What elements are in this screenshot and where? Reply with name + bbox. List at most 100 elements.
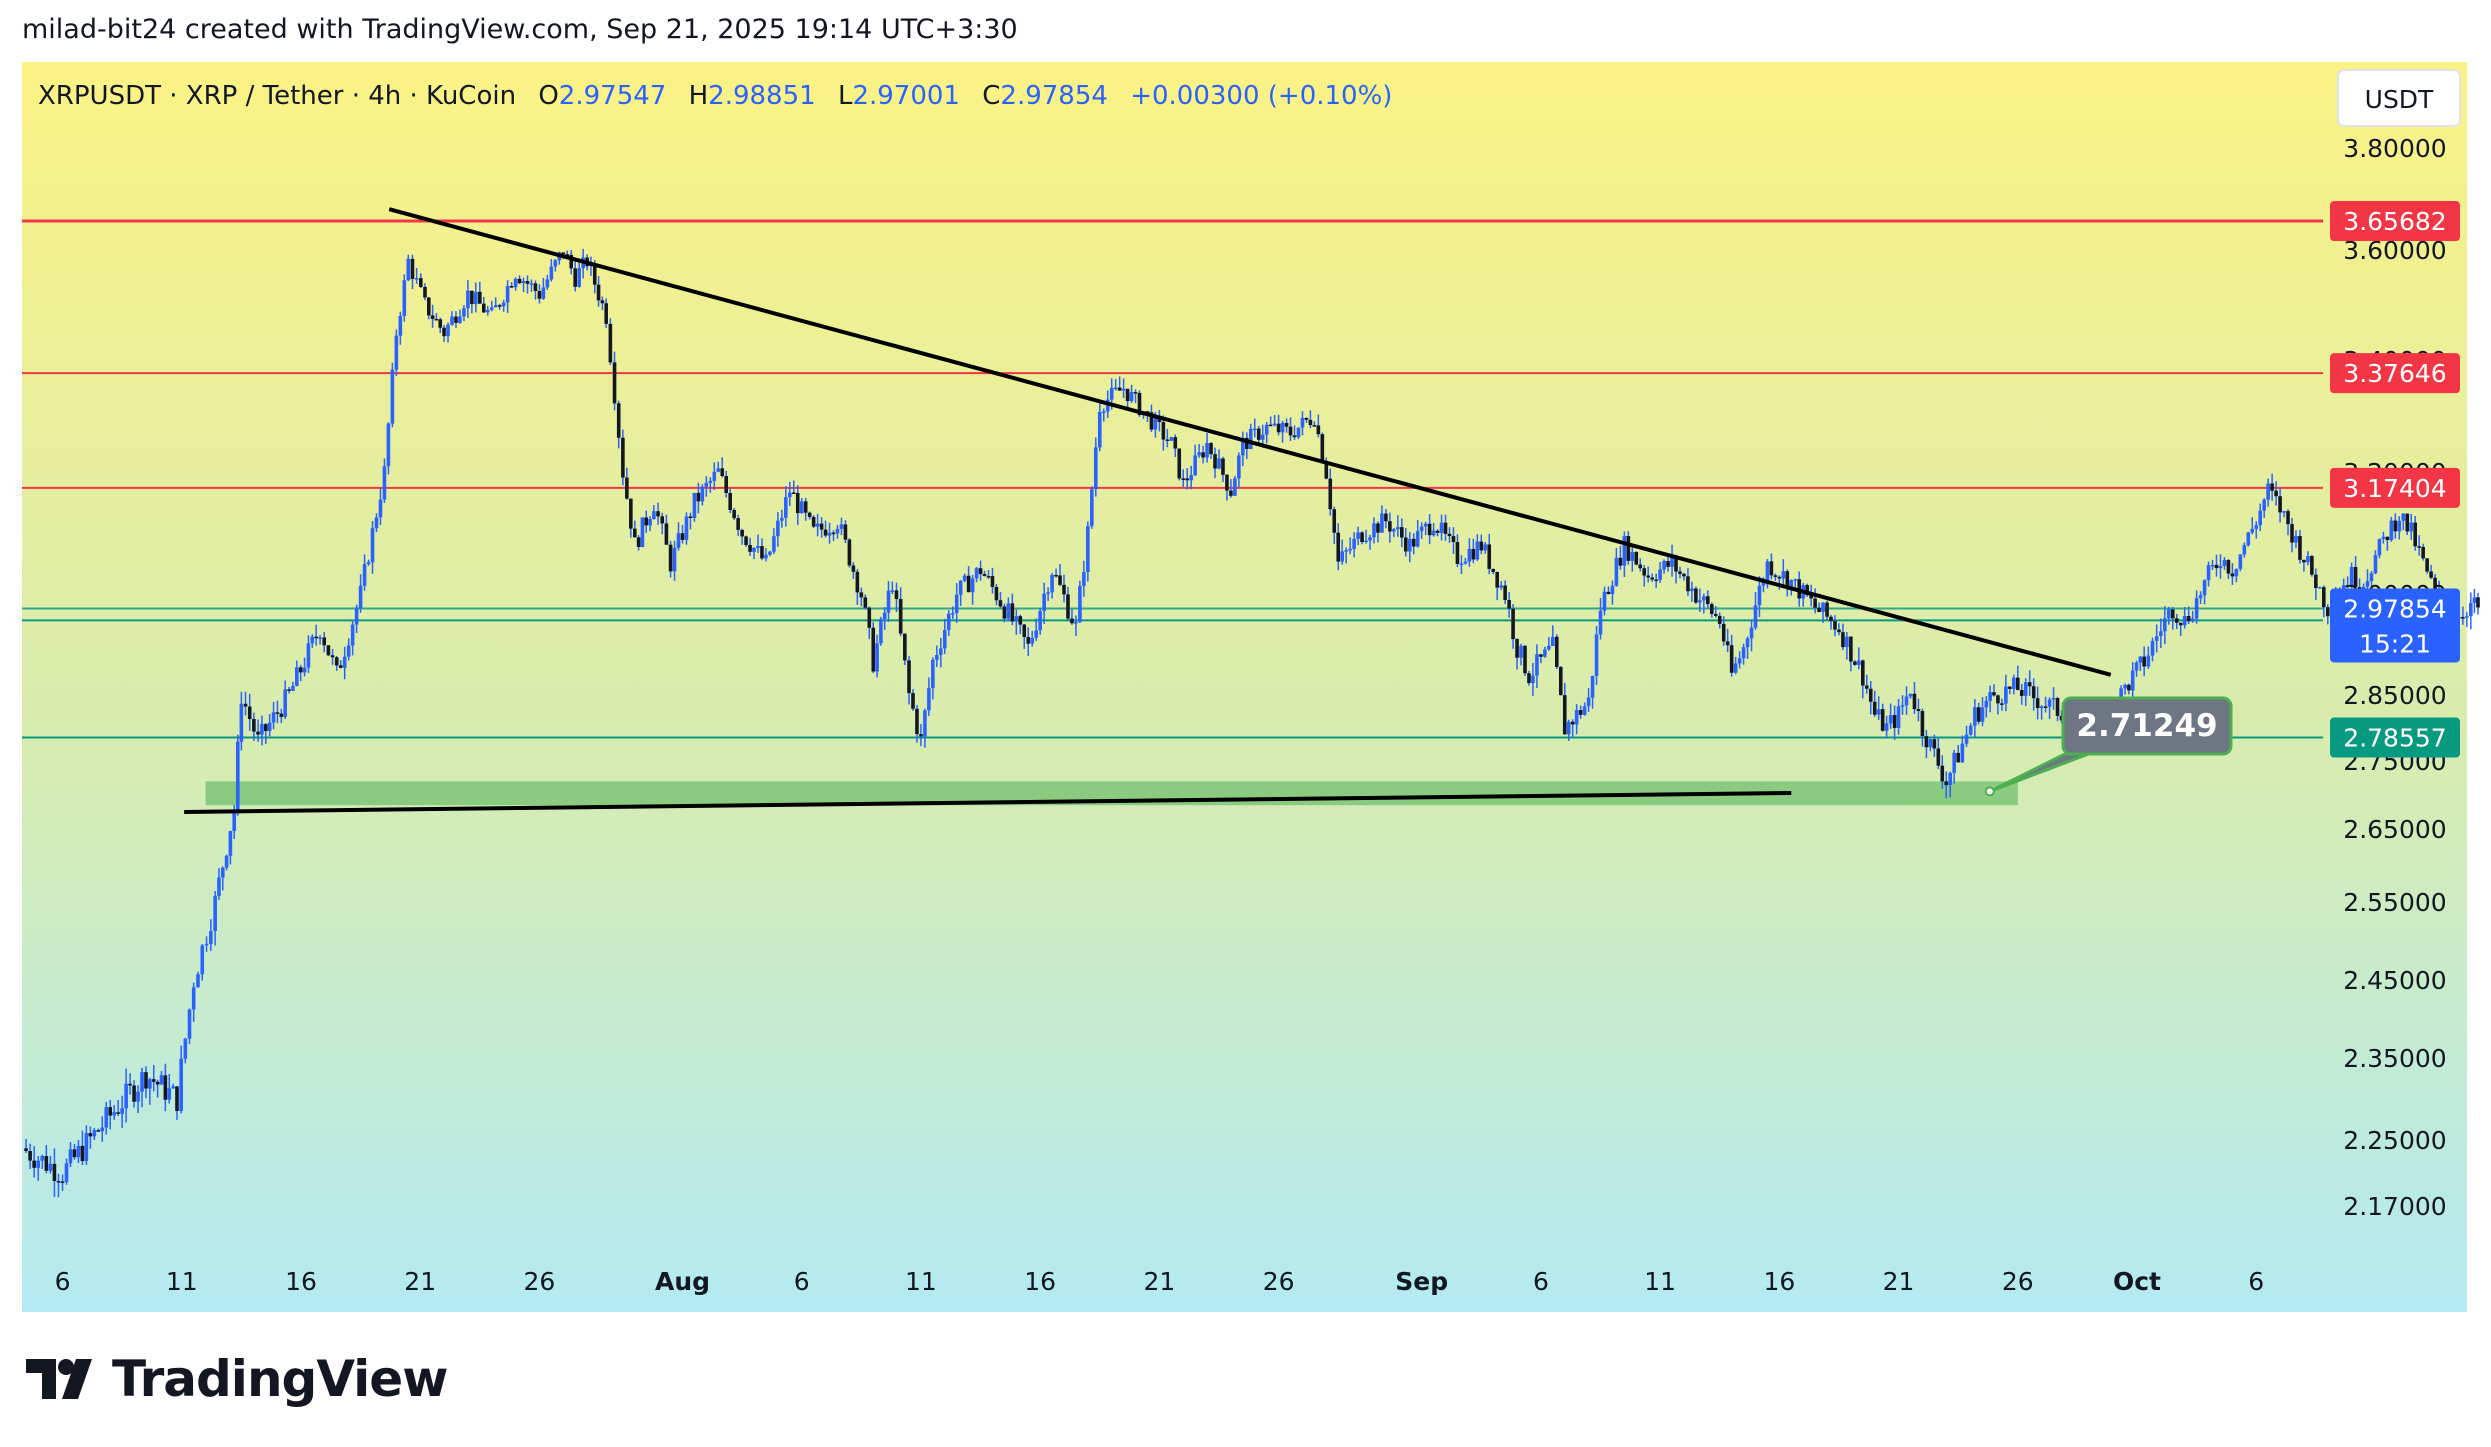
candle-body bbox=[1388, 521, 1392, 532]
candle-body bbox=[1769, 561, 1774, 576]
candle-body bbox=[1586, 697, 1591, 707]
candle-body bbox=[1256, 428, 1261, 440]
candle-body bbox=[1888, 715, 1893, 724]
candle-body bbox=[1721, 623, 1726, 642]
candle-body bbox=[886, 590, 891, 613]
candle-body bbox=[1435, 530, 1440, 533]
candle-body bbox=[2138, 656, 2143, 663]
candle-body bbox=[1642, 568, 1647, 576]
candle-body bbox=[2167, 609, 2171, 619]
candle-body bbox=[1892, 715, 1897, 728]
candle-body bbox=[1471, 548, 1476, 560]
candle-body bbox=[1364, 540, 1368, 543]
candle-body bbox=[1900, 705, 1905, 707]
candle-body bbox=[148, 1079, 152, 1089]
candle-body bbox=[2027, 682, 2032, 687]
currency-button[interactable]: USDT bbox=[2337, 69, 2461, 127]
candle-body bbox=[776, 520, 780, 537]
candle-body bbox=[489, 307, 494, 310]
candle-body bbox=[1817, 607, 1821, 612]
candle-body bbox=[1646, 575, 1650, 578]
candle-body bbox=[2019, 689, 2024, 696]
candle-body bbox=[326, 645, 331, 656]
candle-body bbox=[871, 627, 876, 672]
candle-body bbox=[1340, 551, 1344, 562]
candle-body bbox=[2385, 536, 2390, 541]
y-tick-label: 2.55000 bbox=[2343, 888, 2446, 917]
candle-body bbox=[1670, 556, 1674, 567]
candle-body bbox=[1570, 721, 1575, 725]
candle-body bbox=[1562, 695, 1567, 735]
candle-body bbox=[1403, 537, 1408, 552]
candle-body bbox=[1868, 688, 1873, 702]
candle-body bbox=[541, 287, 546, 299]
candle-body bbox=[827, 532, 832, 536]
tradingview-logo[interactable]: TradingView bbox=[26, 1350, 448, 1408]
x-tick-label: 6 bbox=[55, 1267, 71, 1296]
candle-body bbox=[1944, 781, 1949, 786]
candle-body bbox=[430, 315, 435, 319]
candle-body bbox=[298, 667, 303, 673]
candle-body bbox=[470, 290, 474, 305]
candle-body bbox=[1503, 585, 1507, 600]
candle-body bbox=[1594, 634, 1599, 676]
candle-body bbox=[903, 633, 907, 661]
candle-body bbox=[1276, 423, 1281, 433]
candle-body bbox=[2127, 684, 2131, 691]
candle-body bbox=[954, 594, 959, 613]
candle-body bbox=[1539, 654, 1543, 657]
candle-body bbox=[200, 945, 205, 975]
candle-body bbox=[525, 281, 530, 284]
candle-body bbox=[247, 706, 252, 720]
candle-body bbox=[1201, 452, 1205, 458]
change-value: +0.00300 (+0.10%) bbox=[1130, 81, 1392, 111]
candle-body bbox=[342, 656, 347, 668]
candle-body bbox=[1626, 536, 1631, 561]
candle-body bbox=[1519, 645, 1523, 658]
candle-body bbox=[994, 586, 999, 601]
candle-body bbox=[2210, 564, 2215, 567]
candle-body bbox=[80, 1145, 85, 1162]
candle-body bbox=[1125, 388, 1130, 402]
candle-body bbox=[2258, 510, 2263, 526]
candle-body bbox=[1952, 752, 1957, 773]
candle-body bbox=[96, 1130, 101, 1132]
candle-body bbox=[2349, 566, 2354, 587]
candle-body bbox=[1896, 706, 1901, 728]
candle-body bbox=[1082, 571, 1086, 586]
candle-body bbox=[2310, 556, 2314, 575]
candle-body bbox=[1419, 526, 1424, 532]
candle-body bbox=[898, 599, 903, 634]
candle-body bbox=[1169, 437, 1174, 441]
candle-body bbox=[474, 291, 478, 305]
candle-body bbox=[1392, 529, 1396, 532]
candle-body bbox=[1658, 569, 1662, 580]
x-tick-label: 11 bbox=[166, 1267, 198, 1296]
candle-body bbox=[1630, 552, 1635, 561]
candle-body bbox=[633, 528, 637, 538]
candle-body bbox=[438, 319, 443, 328]
candle-body bbox=[1566, 721, 1571, 735]
candle-body bbox=[217, 877, 221, 896]
candle-body bbox=[537, 291, 542, 299]
candle-body bbox=[1554, 636, 1559, 667]
candle-body bbox=[2198, 595, 2203, 599]
candle-body bbox=[132, 1085, 136, 1102]
candle-body bbox=[1443, 522, 1448, 534]
candle-body bbox=[275, 712, 280, 714]
candle-body bbox=[44, 1156, 49, 1171]
candle-body bbox=[1380, 513, 1384, 533]
candle-body bbox=[1582, 706, 1587, 715]
candle-body bbox=[136, 1091, 140, 1102]
candle-body bbox=[1618, 557, 1623, 566]
candle-body bbox=[1574, 710, 1579, 725]
candle-body bbox=[1610, 585, 1615, 595]
candle-body bbox=[2000, 703, 2004, 705]
candle-body bbox=[505, 286, 510, 303]
x-tick-label: 26 bbox=[1263, 1267, 1295, 1296]
candle-body bbox=[612, 362, 617, 404]
candle-body bbox=[621, 437, 625, 478]
candle-body bbox=[406, 258, 411, 281]
candle-body bbox=[232, 810, 237, 832]
